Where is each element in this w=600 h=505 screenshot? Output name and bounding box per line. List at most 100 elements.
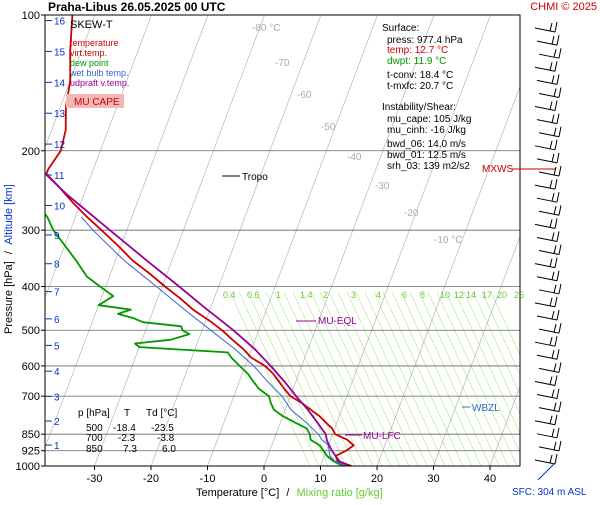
mixing-ratio-label: 14: [466, 290, 476, 300]
wind-barb: [539, 441, 561, 451]
wind-barb: [539, 362, 561, 372]
mixing-ratio-line: [419, 292, 499, 466]
temperature-tick-label: 30: [427, 473, 439, 485]
altitude-tick-label: 1: [54, 441, 60, 452]
legend-item: wet bulb temp.: [69, 68, 129, 78]
mixing-ratio-label: 12: [454, 290, 464, 300]
mu-eql-label: MU-EQL: [318, 316, 357, 327]
altitude-tick-label: 11: [54, 171, 65, 182]
level-table-header-p: p [hPa]: [78, 408, 110, 419]
isotherm-label: -80 °C: [252, 23, 280, 34]
isotherm-line: [490, 15, 600, 466]
wind-barb: [535, 22, 557, 32]
temperature-tick-label: 20: [371, 473, 383, 485]
wind-barb: [537, 74, 559, 84]
mixing-ratio-label: 20: [497, 290, 507, 300]
wind-barb: [539, 245, 561, 255]
altitude-tick-label: 16: [54, 17, 66, 28]
wind-barb: [535, 179, 557, 189]
mixing-ratio-label: 6: [402, 290, 407, 300]
mu-cape-label: MU CAPE: [74, 97, 120, 108]
mixing-ratio-label: 8: [420, 290, 425, 300]
mixing-ratio-label: 0.4: [223, 290, 236, 300]
altitude-tick-label: 13: [54, 109, 66, 120]
wind-barb: [539, 323, 561, 333]
mixing-ratio-label: 1: [276, 290, 281, 300]
pressure-tick-label: 850: [22, 429, 40, 441]
surface-wind-arrow: [538, 462, 556, 480]
altitude-tick-label: 3: [54, 392, 60, 403]
surface-heading: Surface:: [382, 23, 419, 34]
level-table-row-850-p: 850: [86, 444, 103, 455]
temperature-tick-label: 10: [314, 473, 326, 485]
wind-barb: [537, 114, 559, 124]
x-axis-label-separator: /: [286, 487, 290, 499]
wind-barb: [535, 415, 557, 425]
altitude-tick-label: 10: [54, 201, 66, 212]
pressure-tick-label: 1000: [16, 461, 40, 473]
level-table-row-700-t: -2.3: [118, 433, 136, 444]
surface-info: Surface: press: 977.4 hPa temp: 12.7 °C …: [382, 23, 463, 92]
mixing-ratio-line: [437, 292, 517, 466]
altitude-tick-label: 8: [54, 260, 60, 271]
wind-barb: [537, 349, 559, 359]
mixing-ratio-line: [473, 292, 553, 466]
instability-srh03: srh_03: 139 m2/s2: [387, 161, 470, 172]
altitude-tick-label: 7: [54, 288, 60, 299]
wind-barb: [539, 87, 561, 97]
wind-barb: [535, 454, 557, 464]
x-axis-title: Temperature [°C] / Mixing ratio [g/kg]: [196, 487, 383, 499]
instability-bwd06: bwd_06: 14.0 m/s: [387, 139, 466, 150]
tropo-label: Tropo: [242, 172, 268, 183]
altitude-tick-label: 5: [54, 341, 60, 352]
isotherm-label: -50: [321, 122, 336, 133]
mixing-ratio-label: 25: [514, 290, 524, 300]
altitude-tick-label: 15: [54, 47, 66, 58]
sfc-label: SFC: 304 m ASL: [512, 487, 587, 498]
pressure-tick-label: 700: [22, 391, 40, 403]
mixing-ratio-line: [464, 292, 544, 466]
wind-barb: [539, 205, 561, 215]
level-table-header-td: Td [°C]: [146, 408, 177, 419]
instability-bwd01: bwd_01: 12.5 m/s: [387, 150, 466, 161]
isotherm-label: -70: [275, 58, 290, 69]
wind-barb: [535, 101, 557, 111]
level-table-row-700-td: -3.8: [157, 433, 175, 444]
mixing-ratio-label: 0.6: [247, 290, 260, 300]
wind-barb: [537, 271, 559, 281]
wind-barb: [535, 218, 557, 228]
y-axis-label-separator: /: [3, 250, 15, 254]
mixing-ratio-label: 1.4: [300, 290, 313, 300]
isotherm-label: -20: [404, 208, 419, 219]
altitude-tick-label: 12: [54, 140, 66, 151]
mixing-ratio-label: 4: [376, 290, 381, 300]
wind-barb: [537, 310, 559, 320]
y-axis-title: Pressure [hPa] / Altitude [km]: [3, 184, 15, 334]
isotherm-label: -40: [347, 152, 362, 163]
instability-mu-cape: mu_cape: 105 J/kg: [387, 114, 472, 125]
mixing-ratio-line: [446, 292, 526, 466]
mixing-ratio-label: 3: [351, 290, 356, 300]
level-table-row-850-t: 7.3: [123, 444, 137, 455]
mixing-ratio-label: 17: [482, 290, 492, 300]
mixing-ratio-label: 10: [440, 290, 450, 300]
wind-barb: [539, 127, 561, 137]
mu-lfc-label: MU-LFC: [363, 431, 401, 442]
x-axis-label-mixing: Mixing ratio [g/kg]: [296, 487, 382, 499]
y-axis-label-pressure: Pressure [hPa]: [3, 261, 15, 334]
wind-barb: [537, 153, 559, 163]
temperature-tick-label: 0: [261, 473, 267, 485]
pressure-tick-label: 300: [22, 225, 40, 237]
temperature-tick-label: -10: [200, 473, 216, 485]
wind-barb: [537, 231, 559, 241]
series-udpraft-v-temp: [0, 15, 349, 466]
legend-item: dew point: [70, 58, 109, 68]
wind-barb: [535, 336, 557, 346]
level-table: p [hPa] T Td [°C] 500 -18.4 -23.5 700 -2…: [78, 408, 177, 455]
wind-barb: [537, 35, 559, 45]
level-table-row-850-td: 6.0: [162, 444, 176, 455]
